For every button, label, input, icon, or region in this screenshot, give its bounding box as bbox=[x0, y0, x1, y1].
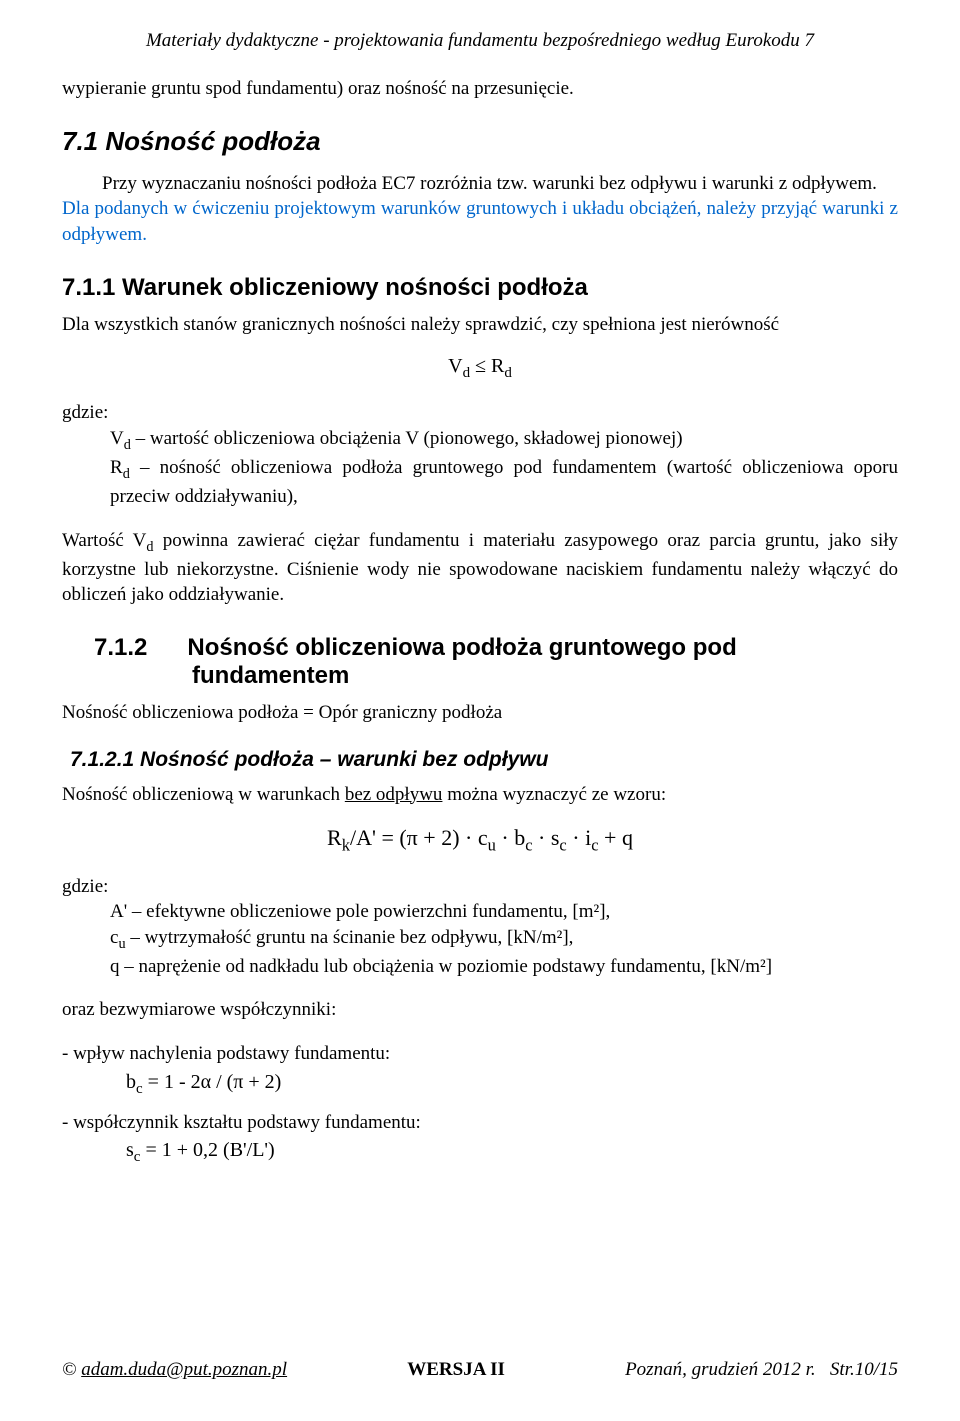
footer-version: WERSJA II bbox=[407, 1359, 505, 1381]
bc-label: - wpływ nachylenia podstawy fundamentu: bbox=[62, 1041, 898, 1067]
heading-7-1-1: 7.1.1 Warunek obliczeniowy nośności podł… bbox=[62, 274, 898, 302]
para-7-1-1-intro: Dla wszystkich stanów granicznych nośnoś… bbox=[62, 312, 898, 338]
def-a-prime: A' – efektywne obliczeniowe pole powierz… bbox=[110, 899, 898, 925]
heading-7-1: 7.1 Nośność podłoża bbox=[62, 126, 898, 157]
para-coefficients-intro: oraz bezwymiarowe współczynniki: bbox=[62, 997, 898, 1023]
para-7-1-body: Przy wyznaczaniu nośności podłoża EC7 ro… bbox=[62, 171, 898, 248]
running-header: Materiały dydaktyczne - projektowania fu… bbox=[62, 30, 898, 52]
heading-7-1-2: 7.1.2 Nośność obliczeniowa podłoża grunt… bbox=[62, 634, 898, 690]
para-7-1-text-normal: Przy wyznaczaniu nośności podłoża EC7 ro… bbox=[102, 173, 877, 194]
para-7-1-2-1-intro: Nośność obliczeniową w warunkach bez odp… bbox=[62, 782, 898, 808]
heading-7-1-2-1: 7.1.2.1 Nośność podłoża – warunki bez od… bbox=[70, 748, 898, 772]
p-7121-pre: Nośność obliczeniową w warunkach bbox=[62, 784, 345, 805]
p-7121-under: bez odpływu bbox=[345, 784, 443, 805]
document-page: Materiały dydaktyczne - projektowania fu… bbox=[0, 0, 960, 1421]
equation-bc: bc = 1 - 2α / (π + 2) bbox=[126, 1071, 898, 1098]
def-rd: Rd – nośność obliczeniowa podłoża grunto… bbox=[110, 455, 898, 510]
definitions-7-1-2-1: gdzie: A' – efektywne obliczeniowe pole … bbox=[62, 874, 898, 980]
equation-rk: Rk/A' = (π + 2) · cu · bc · sc · ic + q bbox=[62, 825, 898, 855]
footer-page: Str.10/15 bbox=[830, 1359, 898, 1380]
def-cu: cu – wytrzymałość gruntu na ścinanie bez… bbox=[110, 925, 898, 954]
equation-sc: sc = 1 + 0,2 (B'/L') bbox=[126, 1139, 898, 1166]
para-7-1-text-highlight: Dla podanych w ćwiczeniu projektowym war… bbox=[62, 198, 898, 245]
equation-vd-rd: Vd ≤ Rd bbox=[62, 355, 898, 382]
sc-label: - współczynnik kształtu podstawy fundame… bbox=[62, 1110, 898, 1136]
page-footer: © adam.duda@put.poznan.pl WERSJA II Pozn… bbox=[62, 1359, 898, 1381]
p-7121-post: można wyznaczyć ze wzoru: bbox=[442, 784, 666, 805]
para-7-1-2-body: Nośność obliczeniowa podłoża = Opór gran… bbox=[62, 700, 898, 726]
footer-date: Poznań, grudzień 2012 r. bbox=[625, 1359, 816, 1380]
definitions-7-1-1: gdzie: Vd – wartość obliczeniowa obciąże… bbox=[62, 400, 898, 509]
para-7-1-1-vd-note: Wartość Vd powinna zawierać ciężar funda… bbox=[62, 528, 898, 608]
gdzie-label: gdzie: bbox=[62, 400, 898, 426]
intro-paragraph: wypieranie gruntu spod fundamentu) oraz … bbox=[62, 76, 898, 102]
footer-date-page: Poznań, grudzień 2012 r. Str.10/15 bbox=[625, 1359, 898, 1381]
gdzie-label-2: gdzie: bbox=[62, 874, 898, 900]
def-q: q – naprężenie od nadkładu lub obciążeni… bbox=[110, 954, 898, 980]
def-vd: Vd – wartość obliczeniowa obciążenia V (… bbox=[110, 426, 898, 455]
footer-email-link[interactable]: adam.duda@put.poznan.pl bbox=[81, 1359, 287, 1380]
heading-7-1-2-txt: Nośność obliczeniowa podłoża gruntowego … bbox=[187, 634, 736, 689]
heading-7-1-2-num: 7.1.2 bbox=[94, 634, 147, 661]
